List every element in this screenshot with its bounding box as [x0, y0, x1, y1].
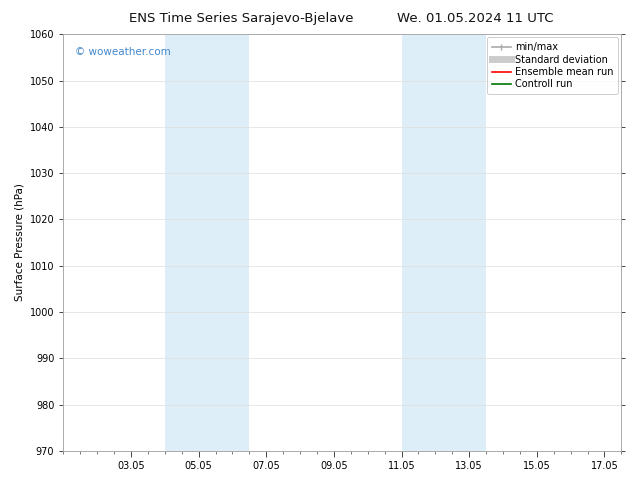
Bar — [401, 34, 486, 451]
Text: © woweather.com: © woweather.com — [75, 47, 171, 57]
Text: We. 01.05.2024 11 UTC: We. 01.05.2024 11 UTC — [398, 12, 553, 25]
Legend: min/max, Standard deviation, Ensemble mean run, Controll run: min/max, Standard deviation, Ensemble me… — [487, 37, 618, 94]
Bar — [165, 34, 249, 451]
Y-axis label: Surface Pressure (hPa): Surface Pressure (hPa) — [14, 184, 24, 301]
Text: ENS Time Series Sarajevo-Bjelave: ENS Time Series Sarajevo-Bjelave — [129, 12, 353, 25]
